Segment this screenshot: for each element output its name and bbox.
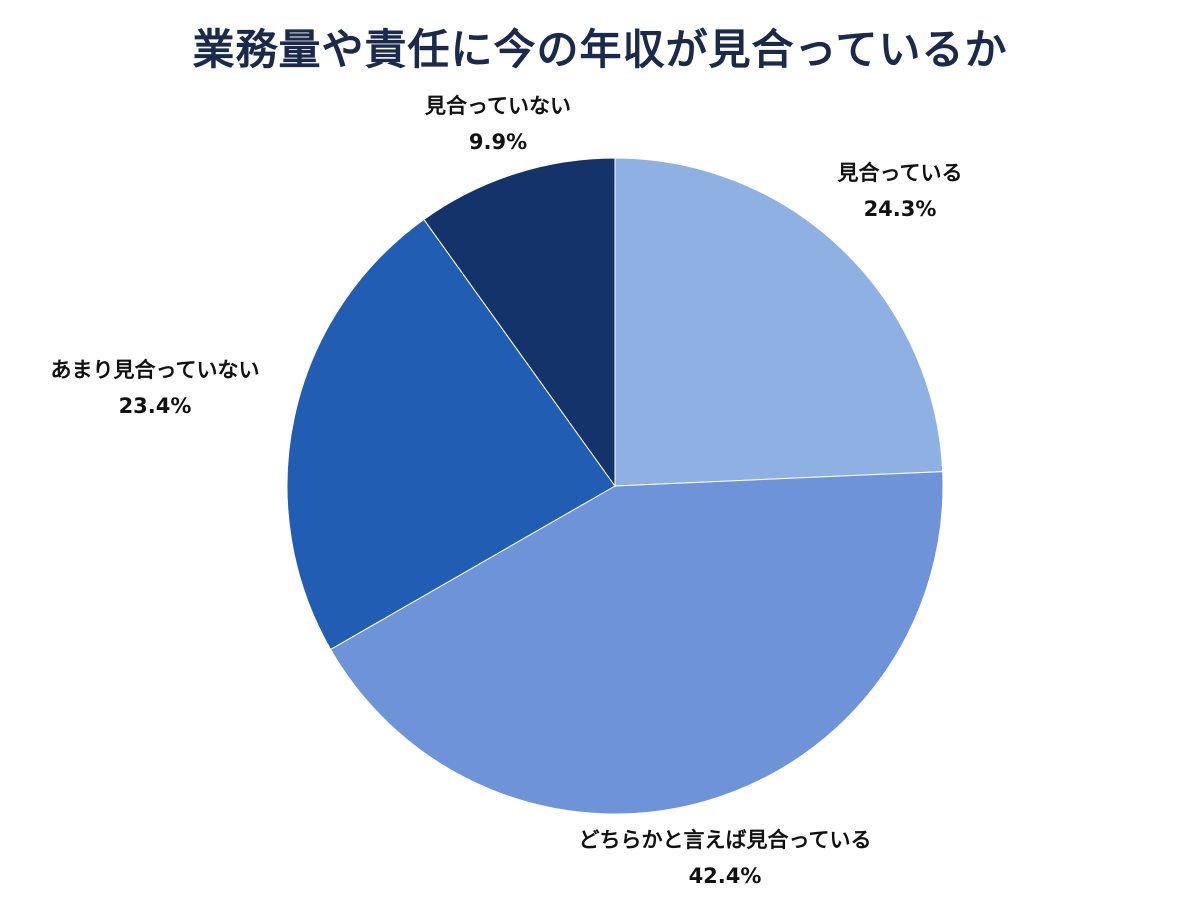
pie-slice-agree: [614, 157, 944, 487]
slice-label-somewhat-disagree: あまり見合っていない 23.4%: [5, 352, 305, 424]
slice-label-somewhat-disagree-value: 23.4%: [118, 394, 192, 418]
slice-label-disagree-value: 9.9%: [468, 130, 528, 154]
slice-label-disagree-name: 見合っていない: [425, 94, 571, 118]
slice-label-agree-name: 見合っている: [837, 161, 963, 185]
slice-label-agree-value: 24.3%: [863, 197, 937, 221]
slice-label-somewhat-agree-name: どちらかと言えば見合っている: [578, 828, 872, 852]
slice-label-somewhat-disagree-name: あまり見合っていない: [50, 358, 260, 382]
pie-slice-disagree: [423, 157, 616, 488]
slice-label-agree: 見合っている 24.3%: [770, 155, 1030, 227]
slice-label-somewhat-agree-value: 42.4%: [688, 864, 762, 888]
chart-title: 業務量や責任に今の年収が見合っているか: [192, 25, 1008, 74]
slice-label-disagree: 見合っていない 9.9%: [368, 88, 628, 160]
pie-slice-somewhat-agree: [329, 471, 944, 815]
pie-slice-somewhat-disagree: [286, 218, 616, 651]
slice-label-somewhat-agree: どちらかと言えば見合っている 42.4%: [475, 822, 975, 894]
